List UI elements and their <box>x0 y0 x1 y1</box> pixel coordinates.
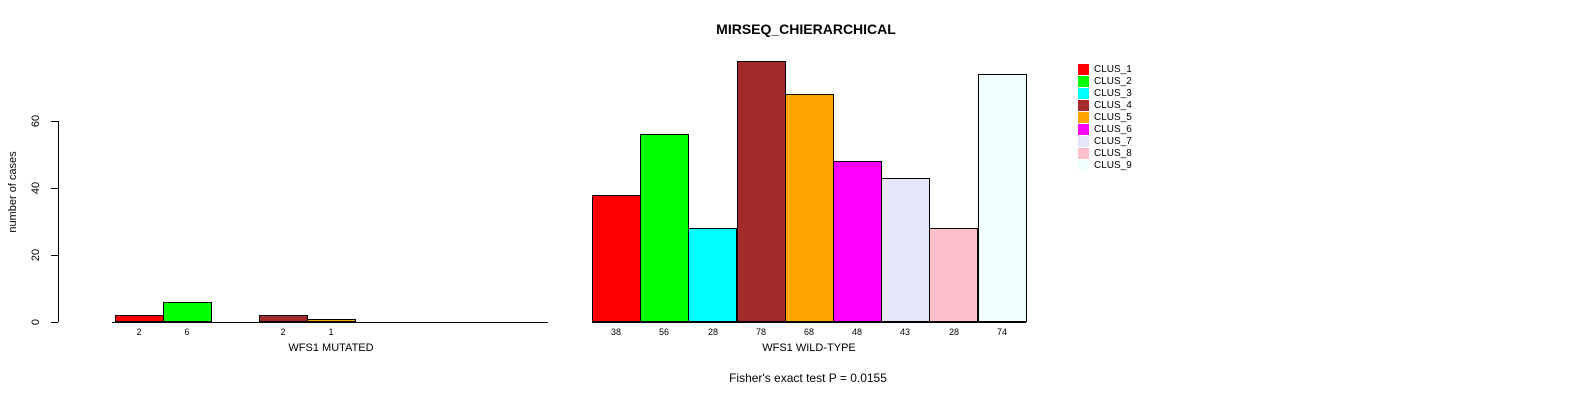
bar-value-label-CLUS_6-group2: 48 <box>851 327 863 337</box>
bar-value-label-CLUS_5-group1: 1 <box>328 327 334 337</box>
legend-row-CLUS_2: CLUS_2 <box>1078 75 1132 87</box>
legend-label-CLUS_4: CLUS_4 <box>1094 99 1132 111</box>
bar-CLUS_1-group1 <box>115 315 164 322</box>
y-tick-label-0: 0 <box>30 318 42 326</box>
y-tick-label-60: 60 <box>30 114 42 128</box>
legend-swatch-CLUS_9 <box>1078 160 1089 172</box>
legend-row-CLUS_7: CLUS_7 <box>1078 136 1132 148</box>
bar-CLUS_4-group1 <box>259 315 308 322</box>
wildtype-group-baseline <box>592 322 1026 323</box>
bar-value-label-CLUS_2-group1: 6 <box>184 327 190 337</box>
legend-swatch-CLUS_6 <box>1078 124 1089 136</box>
y-axis-title: number of cases <box>7 151 19 233</box>
legend-label-CLUS_5: CLUS_5 <box>1094 111 1132 123</box>
bar-value-label-CLUS_3-group2: 28 <box>707 327 719 337</box>
mutated-group-baseline <box>112 322 548 323</box>
y-tick-label-40: 40 <box>30 181 42 195</box>
bar-CLUS_1-group2 <box>592 195 641 322</box>
legend-row-CLUS_1: CLUS_1 <box>1078 63 1132 75</box>
legend-swatch-CLUS_3 <box>1078 87 1089 99</box>
y-tick-60 <box>51 121 58 122</box>
legend-label-CLUS_8: CLUS_8 <box>1094 148 1132 160</box>
bar-CLUS_5-group1 <box>307 319 356 322</box>
legend-swatch-CLUS_8 <box>1078 148 1089 160</box>
legend-label-CLUS_1: CLUS_1 <box>1094 63 1132 75</box>
x-axis-label-wildtype: WFS1 WILD-TYPE <box>762 342 856 354</box>
bar-value-label-CLUS_8-group2: 28 <box>948 327 960 337</box>
legend: CLUS_1 CLUS_2 CLUS_3 CLUS_4 CLUS_5 CLUS_6 CLUS… <box>1078 63 1132 172</box>
bar-CLUS_3-group2 <box>688 228 737 322</box>
y-axis-line <box>58 121 59 322</box>
bar-value-label-CLUS_4-group1: 2 <box>280 327 286 337</box>
bar-value-label-CLUS_4-group2: 78 <box>755 327 767 337</box>
y-tick-label-20: 20 <box>30 248 42 262</box>
legend-swatch-CLUS_4 <box>1078 99 1089 111</box>
chart-title: MIRSEQ_CHIERARCHICAL <box>716 21 896 37</box>
legend-swatch-CLUS_2 <box>1078 75 1089 87</box>
bar-CLUS_6-group2 <box>833 161 882 322</box>
legend-row-CLUS_8: CLUS_8 <box>1078 148 1132 160</box>
bar-CLUS_8-group2 <box>929 228 978 322</box>
bar-value-label-CLUS_1-group1: 2 <box>136 327 142 337</box>
bar-CLUS_5-group2 <box>785 94 834 322</box>
legend-label-CLUS_3: CLUS_3 <box>1094 87 1132 99</box>
x-axis-label-mutated: WFS1 MUTATED <box>288 342 374 354</box>
y-tick-0 <box>51 322 58 323</box>
legend-row-CLUS_9: CLUS_9 <box>1078 160 1132 172</box>
bar-CLUS_2-group2 <box>640 134 689 322</box>
legend-row-CLUS_4: CLUS_4 <box>1078 99 1132 111</box>
bar-value-label-CLUS_1-group2: 38 <box>610 327 622 337</box>
bar-CLUS_4-group2 <box>737 61 786 322</box>
bar-CLUS_9-group2 <box>978 74 1027 322</box>
legend-label-CLUS_9: CLUS_9 <box>1094 160 1132 172</box>
legend-label-CLUS_6: CLUS_6 <box>1094 124 1132 136</box>
legend-label-CLUS_2: CLUS_2 <box>1094 75 1132 87</box>
legend-row-CLUS_5: CLUS_5 <box>1078 111 1132 123</box>
legend-swatch-CLUS_1 <box>1078 63 1089 75</box>
y-tick-20 <box>51 255 58 256</box>
bar-CLUS_7-group2 <box>881 178 930 322</box>
bar-value-label-CLUS_7-group2: 43 <box>899 327 911 337</box>
fisher-test-annotation: Fisher's exact test P = 0.0155 <box>729 371 887 385</box>
legend-swatch-CLUS_5 <box>1078 111 1089 123</box>
legend-swatch-CLUS_7 <box>1078 136 1089 148</box>
bar-value-label-CLUS_5-group2: 68 <box>803 327 815 337</box>
bar-CLUS_2-group1 <box>163 302 212 322</box>
y-tick-40 <box>51 188 58 189</box>
legend-label-CLUS_7: CLUS_7 <box>1094 136 1132 148</box>
legend-row-CLUS_3: CLUS_3 <box>1078 87 1132 99</box>
bar-value-label-CLUS_2-group2: 56 <box>658 327 670 337</box>
bar-value-label-CLUS_9-group2: 74 <box>996 327 1008 337</box>
legend-row-CLUS_6: CLUS_6 <box>1078 123 1132 136</box>
